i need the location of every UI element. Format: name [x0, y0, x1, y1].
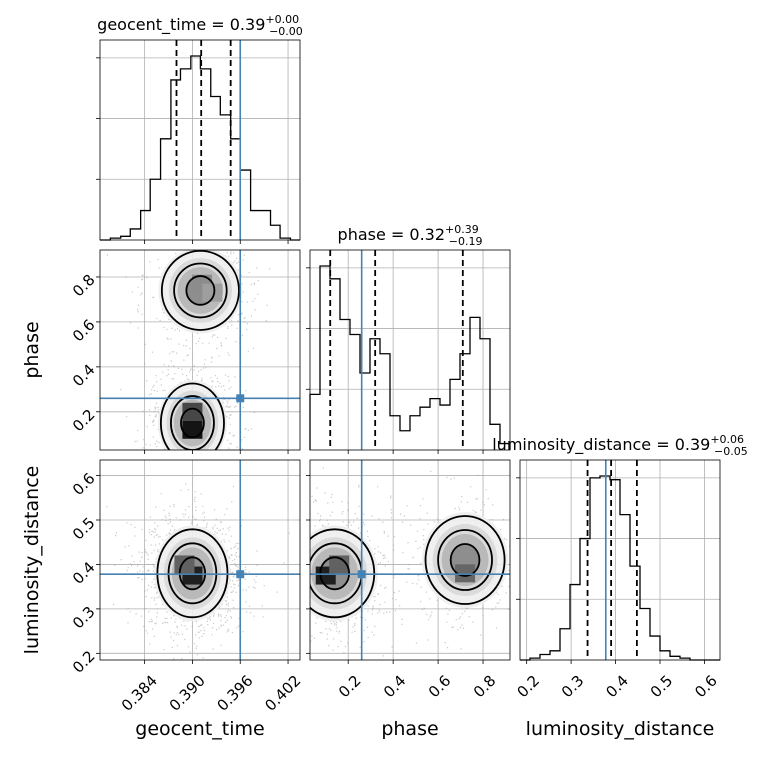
- x-axis-label-luminosity_distance: luminosity_distance: [526, 718, 715, 740]
- x-tick-label: 0.6: [691, 672, 721, 702]
- y-tick-label: 0.4: [69, 558, 99, 588]
- x-tick-label: 0.2: [335, 672, 365, 702]
- contour-line: [437, 529, 493, 591]
- hist-panel-phase: phase = 0.32+0.39 −0.19: [306, 223, 511, 454]
- title-median: 0.39: [675, 435, 711, 454]
- pair-panel-geocent_time-luminosity_distance: [96, 459, 301, 664]
- x-tick-label: 0.402: [261, 672, 304, 715]
- x-tick-label: 0.390: [166, 672, 209, 715]
- panel-frame: [99, 249, 301, 451]
- scatter-points: [106, 483, 291, 660]
- contour-line: [424, 515, 506, 605]
- panel-frame: [519, 459, 721, 661]
- x-tick-label: 0.8: [470, 672, 500, 702]
- density-peak: [182, 420, 203, 439]
- panel-frame: [309, 459, 511, 661]
- panel-frame: [99, 459, 301, 661]
- title-eq: =: [651, 435, 675, 454]
- y-tick-label: 0.5: [69, 514, 99, 544]
- panel-frame: [99, 39, 301, 241]
- contour-line: [160, 250, 240, 331]
- contour-line: [167, 542, 218, 605]
- density-peak: [455, 564, 476, 583]
- x-axis-label-phase: phase: [381, 718, 438, 740]
- y-tick-label: 0.8: [69, 271, 99, 301]
- pair-inner: [106, 483, 291, 660]
- contour-line: [180, 407, 205, 439]
- y-tick-label: 0.4: [69, 361, 99, 391]
- contour-line: [185, 275, 216, 306]
- density-peak: [182, 402, 203, 421]
- y-tick-label: 0.6: [69, 316, 99, 346]
- title-minus: −0.00: [269, 25, 303, 38]
- x-tick-label: 0.384: [118, 672, 161, 715]
- title-eq: =: [206, 15, 230, 34]
- contour-line: [170, 395, 215, 450]
- x-tick-label: 0.3: [558, 672, 588, 702]
- contour-line: [319, 556, 351, 591]
- density-peak: [329, 555, 350, 574]
- x-tick-label: 0.4: [380, 672, 410, 702]
- pair-panel-geocent_time-phase: [96, 249, 301, 454]
- x-tick-label: 0.6: [425, 672, 455, 702]
- truth-marker: [357, 570, 366, 579]
- title-minus: −0.05: [714, 445, 748, 458]
- title-median: 0.32: [409, 225, 445, 244]
- pair-inner: [106, 250, 271, 450]
- contour-line: [449, 543, 481, 577]
- x-axis-label-geocent_time: geocent_time: [135, 718, 264, 740]
- title-name: geocent_time: [97, 15, 206, 35]
- hist-panel-luminosity_distance: luminosity_distance = 0.39+0.06 −0.05: [492, 433, 748, 664]
- title-eq: =: [386, 225, 410, 244]
- title-plus: +0.00: [265, 13, 299, 26]
- title-minus: −0.19: [449, 235, 483, 248]
- y-axis-label-luminosity_distance: luminosity_distance: [21, 466, 43, 655]
- panel-frame: [309, 249, 511, 451]
- contour-line: [156, 528, 229, 619]
- x-tick-label: 0.2: [513, 672, 543, 702]
- panel-title-luminosity_distance: luminosity_distance = 0.39+0.06 −0.05: [492, 433, 748, 458]
- y-axis-label-phase: phase: [21, 321, 43, 378]
- y-tick-label: 0.3: [69, 603, 99, 633]
- truth-marker: [236, 570, 245, 579]
- hist-panel-geocent_time: geocent_time = 0.39+0.00 −0.00: [96, 13, 303, 244]
- title-plus: +0.39: [445, 223, 479, 236]
- contour-line: [310, 528, 376, 619]
- contour-line: [178, 556, 207, 591]
- y-tick-label: 0.2: [69, 406, 99, 436]
- histogram-luminosity_distance: [520, 475, 720, 661]
- contour-line: [173, 262, 228, 319]
- y-tick-label: 0.2: [69, 647, 99, 677]
- histogram-geocent_time: [100, 55, 300, 241]
- title-name: phase: [338, 225, 386, 244]
- contour-line: [159, 382, 225, 450]
- density-peak: [202, 283, 223, 302]
- x-tick-label: 0.396: [214, 672, 257, 715]
- panel-title-phase: phase = 0.32+0.39 −0.19: [338, 223, 483, 248]
- histogram-phase: [309, 265, 511, 450]
- truth-marker: [236, 394, 245, 403]
- title-median: 0.39: [230, 15, 266, 34]
- pair-panel-phase-luminosity_distance: [306, 459, 511, 664]
- y-tick-label: 0.6: [69, 469, 99, 499]
- title-name: luminosity_distance: [492, 435, 651, 455]
- x-tick-label: 0.4: [602, 672, 632, 702]
- panel-title-geocent_time: geocent_time = 0.39+0.00 −0.00: [97, 13, 303, 38]
- x-tick-label: 0.5: [647, 672, 677, 702]
- scatter-points: [106, 251, 271, 450]
- title-plus: +0.06: [710, 433, 744, 446]
